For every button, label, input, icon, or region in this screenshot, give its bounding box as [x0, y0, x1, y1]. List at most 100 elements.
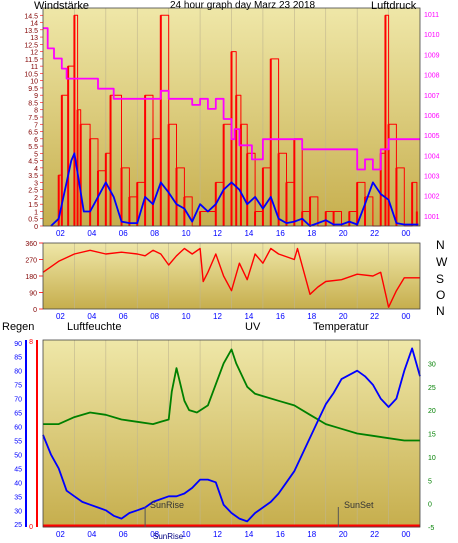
pressure-line	[43, 27, 420, 171]
climate-panel-frame	[42, 339, 421, 528]
temperature-y-tick: 5	[428, 478, 432, 485]
direction-line	[42, 247, 420, 308]
wind-y-tick: 0.5	[28, 217, 38, 224]
wind-y-tick: 14.5	[24, 13, 38, 20]
rain-y-tick: 0	[29, 524, 33, 531]
sunset-marker-label: SunSet	[344, 500, 374, 510]
direction-panel-x-tick: 12	[213, 312, 222, 321]
humidity-y-tick: 50	[14, 452, 22, 459]
pressure-y-tick: 1003	[424, 174, 440, 181]
pressure-y-tick: 1004	[424, 153, 440, 160]
wind-y-tick: 12	[30, 50, 38, 57]
wind-y-tick: 9.5	[28, 86, 38, 93]
wind-y-tick: 8.5	[28, 100, 38, 107]
direction-y-tick: 90	[29, 291, 37, 298]
direction-panel-x-tick: 06	[119, 312, 128, 321]
humidity-y-tick: 45	[14, 466, 22, 473]
wind-y-tick: 11.5	[25, 57, 38, 64]
wind-panel-x-tick: 00	[402, 229, 411, 238]
wind-y-tick: 13	[30, 35, 38, 42]
direction-panel-x-tick: 16	[276, 312, 285, 321]
wind-gust-line	[50, 14, 418, 227]
wind-axis-title: Windstärke	[34, 0, 90, 12]
direction-panel-x-tick: 18	[307, 312, 316, 321]
humidity-y-tick: 85	[14, 355, 22, 362]
direction-panel-x-tick: 08	[150, 312, 159, 321]
direction-y-tick: 360	[25, 241, 37, 248]
chart-title: 24 hour graph day Marz 23 2018	[170, 0, 316, 11]
wind-panel-x-tick: 04	[87, 229, 96, 238]
climate-panel-x-tick: 20	[339, 530, 348, 539]
temperature-y-tick: 10	[428, 455, 436, 462]
wind-y-tick: 8	[34, 108, 38, 115]
wind-panel-x-tick: 06	[119, 229, 128, 238]
climate-panel-x-tick: 18	[307, 530, 316, 539]
wind-y-tick: 6.5	[28, 130, 38, 137]
wind-y-tick: 1.5	[28, 202, 38, 209]
wind-panel-x-tick: 14	[244, 229, 253, 238]
temperature-y-tick: 30	[428, 361, 436, 368]
pressure-y-tick: 1006	[424, 113, 440, 120]
humidity-y-tick: 40	[14, 480, 22, 487]
wind-panel-x-tick: 08	[150, 229, 159, 238]
pressure-y-tick: 1011	[424, 12, 439, 19]
pressure-y-tick: 1009	[424, 52, 440, 59]
temperature-y-tick: 15	[428, 432, 436, 439]
wind-y-tick: 1	[34, 209, 38, 216]
humidity-y-tick: 80	[14, 369, 22, 376]
wind-y-tick: 0	[34, 224, 38, 231]
humidity-line	[42, 347, 421, 523]
wind-average-line	[50, 152, 419, 227]
wind-y-tick: 5	[34, 151, 38, 158]
direction-y-tick: 180	[25, 274, 37, 281]
wind-panel-x-tick: 16	[276, 229, 285, 238]
direction-panel-x-tick: 10	[182, 312, 191, 321]
direction-panel-x-tick: 20	[339, 312, 348, 321]
compass-n-bottom: N	[436, 304, 445, 318]
wind-panel-x-tick: 20	[339, 229, 348, 238]
direction-panel-x-tick: 04	[87, 312, 96, 321]
humidity-legend: Luftfeuchte	[67, 321, 122, 333]
wind-y-tick: 5.5	[28, 144, 38, 151]
humidity-y-tick: 55	[14, 438, 22, 445]
direction-panel-x-tick: 00	[402, 312, 411, 321]
humidity-y-tick: 65	[14, 411, 22, 418]
climate-panel-x-tick: 08	[150, 530, 159, 539]
climate-panel-x-tick: 22	[370, 530, 379, 539]
wind-y-tick: 7.5	[28, 115, 38, 122]
wind-y-tick: 2	[34, 195, 38, 202]
wind-y-tick: 3	[34, 180, 38, 187]
temperature-y-tick: 25	[428, 385, 436, 392]
sunrise-marker-label: SunRise	[150, 500, 185, 510]
humidity-y-tick: 75	[14, 383, 22, 390]
wind-panel-x-tick: 12	[213, 229, 222, 238]
wind-y-tick: 4	[34, 166, 38, 173]
pressure-y-tick: 1001	[424, 214, 440, 221]
humidity-y-tick: 35	[14, 494, 22, 501]
wind-y-tick: 10	[30, 79, 38, 86]
direction-y-tick: 270	[25, 258, 37, 265]
wind-y-tick: 4.5	[28, 159, 38, 166]
uv-legend: UV	[245, 321, 261, 333]
temperature-y-tick: 0	[428, 502, 432, 509]
humidity-y-tick: 90	[14, 341, 22, 348]
compass-w: W	[436, 255, 448, 269]
sunrise-axis-label: SunRise	[153, 532, 184, 541]
temperature-legend: Temperatur	[313, 321, 369, 333]
pressure-axis-title: Luftdruck	[371, 0, 417, 12]
pressure-y-tick: 1005	[424, 133, 440, 140]
wind-y-tick: 12.5	[24, 42, 38, 49]
climate-panel-x-tick: 10	[182, 530, 191, 539]
wind-y-tick: 6	[34, 137, 38, 144]
direction-panel-x-tick: 14	[244, 312, 253, 321]
wind-y-tick: 7	[34, 122, 38, 129]
wind-panel-x-tick: 22	[370, 229, 379, 238]
wind-y-tick: 11	[31, 64, 38, 71]
temperature-line	[43, 348, 420, 442]
climate-panel-x-tick: 16	[276, 530, 285, 539]
wind-y-tick: 3.5	[28, 173, 38, 180]
compass-s: S	[436, 272, 445, 286]
wind-y-tick: 10.5	[24, 71, 38, 78]
climate-panel-x-tick: 02	[56, 530, 65, 539]
